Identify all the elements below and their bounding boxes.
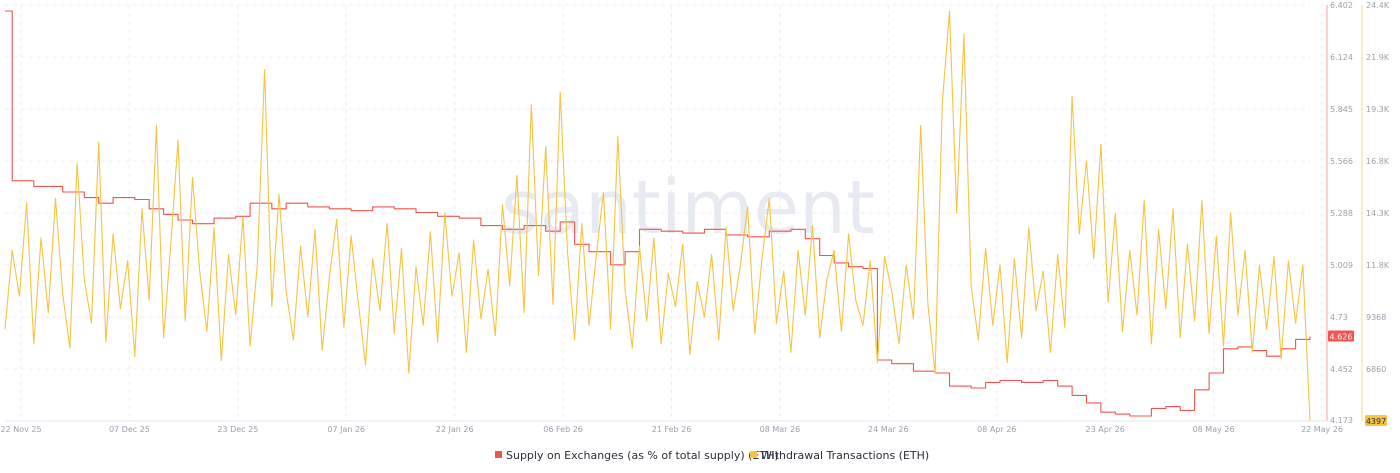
legend-swatch-supply (495, 451, 502, 458)
x-tick-label: 23 Apr 26 (1086, 425, 1125, 434)
y-tick-label-withdrawals: 24.4K (1366, 1, 1390, 10)
series-layer (4, 10, 1311, 422)
axes: 6.402 6.124 5.845 5.566 5.288 5.009 4.73 4.452 4… (0, 1, 1389, 434)
y-tick-label-supply: 4.452 (1330, 365, 1353, 374)
y-tick-label-supply: 4.73 (1330, 313, 1348, 322)
y-tick-label-supply: 5.009 (1330, 261, 1353, 270)
series-line-supply-on-exchanges (5, 10, 1311, 417)
x-tick-label: 22 Nov 25 (0, 425, 41, 434)
x-tick-label: 22 Jan 26 (436, 425, 474, 434)
x-tick-label: 21 Feb 26 (652, 425, 692, 434)
y-tick-label-supply: 5.845 (1330, 105, 1353, 114)
x-tick-label: 07 Dec 25 (109, 425, 150, 434)
x-tick-label: 08 Apr 26 (977, 425, 1016, 434)
legend-label-withdrawals[interactable]: Withdrawal Transactions (ETH) (761, 449, 929, 462)
grid (5, 4, 1323, 422)
last-value-label-withdrawals: 4397 (1366, 417, 1386, 426)
x-tick-label: 06 Feb 26 (543, 425, 583, 434)
y-tick-label-withdrawals: 16.8K (1366, 157, 1390, 166)
y-tick-label-supply: 4.173 (1330, 416, 1353, 425)
x-tick-label: 07 Jan 26 (327, 425, 365, 434)
legend-label-supply[interactable]: Supply on Exchanges (as % of total suppl… (506, 449, 779, 462)
series-line-withdrawal-transactions (4, 10, 1311, 422)
x-tick-label: 08 May 26 (1193, 425, 1235, 434)
x-tick-label: 22 May 26 (1301, 425, 1343, 434)
last-value-badge-withdrawals (1365, 415, 1387, 426)
y-tick-label-withdrawals: 14.3K (1366, 209, 1390, 218)
last-value-badge-supply (1328, 330, 1354, 342)
y-tick-label-withdrawals: 11.8K (1366, 261, 1390, 270)
y-tick-label-supply: 6.124 (1330, 53, 1353, 62)
y-tick-label-withdrawals: 21.9K (1366, 53, 1390, 62)
watermark-text: santiment (501, 165, 875, 251)
x-tick-label: 24 Mar 26 (868, 425, 909, 434)
x-tick-label: 23 Dec 25 (217, 425, 258, 434)
y-tick-label-withdrawals: 19.3K (1366, 105, 1390, 114)
last-value-label-supply: 4.626 (1330, 332, 1353, 341)
y-tick-label-withdrawals: 9368 (1366, 313, 1386, 322)
y-tick-label-supply: 5.288 (1330, 209, 1353, 218)
legend[interactable]: Supply on Exchanges (as % of total suppl… (495, 449, 929, 462)
y-tick-label-withdrawals: 6860 (1366, 365, 1386, 374)
y-tick-label-supply: 5.566 (1330, 157, 1353, 166)
legend-swatch-withdrawals (750, 451, 757, 458)
y-tick-label-supply: 6.402 (1330, 1, 1353, 10)
x-tick-label: 08 Mar 26 (760, 425, 801, 434)
